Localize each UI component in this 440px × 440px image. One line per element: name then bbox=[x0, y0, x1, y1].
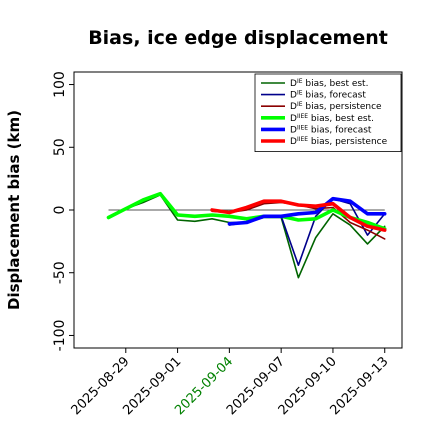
y-tick-label: 0 bbox=[52, 206, 68, 215]
legend-label: DIIEE bias, best est. bbox=[290, 113, 374, 124]
legend-label: DIE bias, persistence bbox=[290, 101, 382, 112]
y-tick-label: 50 bbox=[52, 138, 68, 156]
chart-title: Bias, ice edge displacement bbox=[88, 27, 388, 49]
y-axis-label: Displacement bias (km) bbox=[5, 110, 23, 310]
legend-label: DIE bias, forecast bbox=[290, 90, 366, 101]
series-line-5 bbox=[227, 196, 387, 226]
y-axis: -100 -50 0 50 100 bbox=[52, 71, 74, 351]
legend-label: DIE bias, best est. bbox=[290, 78, 368, 89]
y-tick-label: -100 bbox=[52, 320, 68, 352]
y-tick-label: 100 bbox=[52, 71, 68, 98]
x-axis: 2025-08-292025-09-012025-09-042025-09-07… bbox=[69, 348, 392, 418]
y-tick-label: -50 bbox=[52, 261, 68, 284]
series-line-4 bbox=[106, 191, 387, 231]
legend-label: DIIEE bias, forecast bbox=[290, 124, 372, 135]
series-line-6 bbox=[210, 199, 387, 232]
legend: DIE bias, best est.DIE bias, forecastDIE… bbox=[254, 73, 402, 152]
series-layer bbox=[106, 191, 387, 279]
legend-box bbox=[254, 73, 402, 152]
legend-label: DIIEE bias, persistence bbox=[290, 136, 388, 147]
